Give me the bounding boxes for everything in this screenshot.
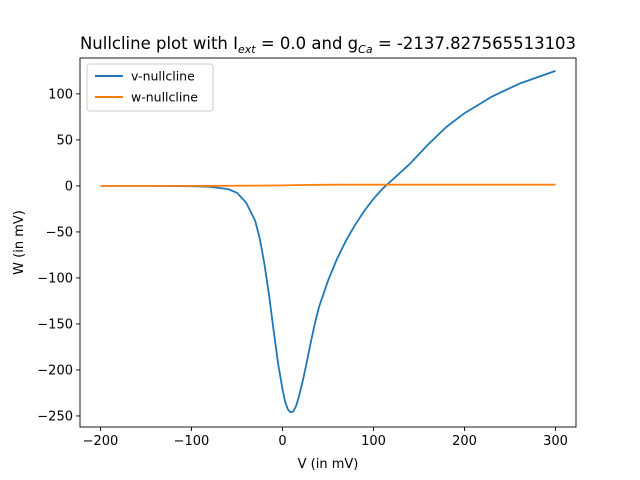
chart-title: Nullcline plot with Iext = 0.0 and gCa =… [80, 34, 576, 56]
legend-label-w-nullcline: w-nullcline [131, 90, 198, 105]
y-axis-label: W (in mV) [12, 210, 27, 275]
series-layer [100, 70, 556, 414]
plot-frame [79, 57, 577, 428]
x-tick-label: 0 [278, 434, 286, 449]
y-tick-label: 50 [56, 133, 73, 148]
x-axis-label: V (in mV) [298, 457, 359, 472]
tick-layer: −200 −100 0 100 200 300 −250 −200 −150 −100 −50 0 50… [37, 87, 568, 449]
y-tick-label: −100 [37, 271, 73, 286]
x-tick-label: −200 [83, 434, 119, 449]
legend-label-v-nullcline: v-nullcline [131, 69, 195, 84]
y-tick-label: −50 [46, 225, 73, 240]
series-line-w-nullcline [100, 183, 556, 187]
x-tick-label: −100 [174, 434, 210, 449]
y-tick-label: −250 [37, 409, 73, 424]
y-tick-label: −200 [37, 363, 73, 378]
y-tick-label: −150 [37, 317, 73, 332]
x-tick-label: 200 [452, 434, 477, 449]
x-tick-label: 100 [361, 434, 386, 449]
y-tick-label: 0 [65, 179, 73, 194]
y-tick-label: 100 [48, 87, 73, 102]
legend: v-nullcline w-nullcline [86, 63, 214, 112]
series-line-v-nullcline [100, 70, 556, 414]
x-tick-label: 300 [543, 434, 568, 449]
